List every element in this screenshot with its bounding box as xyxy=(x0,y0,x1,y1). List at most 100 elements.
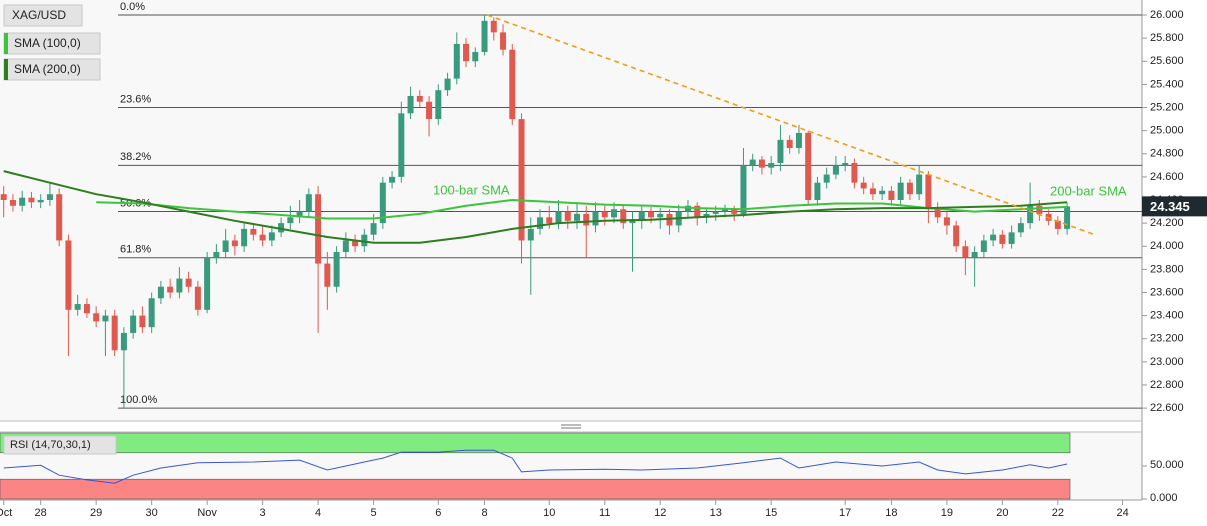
candle-body xyxy=(564,211,571,221)
candle-body xyxy=(120,332,127,351)
rsi-overbought-band xyxy=(0,432,1071,454)
candle-body xyxy=(426,101,433,120)
candle-body xyxy=(786,139,793,148)
candle-body xyxy=(370,223,377,235)
y-tick-label: 24.600 xyxy=(1150,171,1184,183)
candle-body xyxy=(435,90,442,120)
candle-body xyxy=(657,213,664,218)
legend-swatch xyxy=(4,59,8,80)
candle-body xyxy=(647,211,654,218)
candle-body xyxy=(37,200,44,203)
candle-body xyxy=(379,182,386,224)
candle-body xyxy=(740,165,747,214)
candle-body xyxy=(814,182,821,200)
candle-body xyxy=(194,286,201,310)
candle-body xyxy=(721,209,728,212)
candle-body xyxy=(1036,205,1043,214)
sma-line xyxy=(3,170,1068,244)
candle-body xyxy=(925,174,932,210)
candle-body xyxy=(93,313,100,322)
candle-body xyxy=(46,194,53,200)
candle-body xyxy=(65,240,72,310)
y-tick-label: 25.600 xyxy=(1150,55,1184,67)
x-tick-label: 10 xyxy=(543,507,555,519)
candle-body xyxy=(130,315,137,333)
fib-label: 61.8% xyxy=(120,244,151,256)
rsi-legend-box[interactable] xyxy=(3,435,117,455)
candle-body xyxy=(934,209,941,218)
candle-body xyxy=(795,132,802,148)
candle-body xyxy=(999,234,1006,244)
candle-body xyxy=(305,194,312,212)
candle-body xyxy=(629,220,636,224)
candle-body xyxy=(241,228,248,247)
candle-body xyxy=(805,132,812,200)
x-tick-label: Oct xyxy=(0,507,12,519)
candle-body xyxy=(879,190,886,195)
last-price-box xyxy=(1142,196,1207,217)
x-tick-label: 30 xyxy=(146,507,158,519)
candle-body xyxy=(758,159,765,168)
candle-body xyxy=(1064,206,1071,229)
candle-body xyxy=(731,209,738,214)
candle-body xyxy=(620,209,627,224)
candle-body xyxy=(139,315,146,328)
y-tick-label: 26.000 xyxy=(1150,9,1184,21)
fib-label: 100.0% xyxy=(120,394,158,406)
candle-body xyxy=(9,200,16,206)
candle-body xyxy=(980,240,987,253)
symbol-label: XAG/USD xyxy=(12,8,66,22)
candle-body xyxy=(583,213,590,226)
candle-body xyxy=(500,32,507,50)
last-price-label: 24.345 xyxy=(1150,199,1190,214)
candle-body xyxy=(213,252,220,258)
candle-body xyxy=(407,95,414,114)
candle-body xyxy=(148,298,155,328)
x-tick-label: 28 xyxy=(35,507,47,519)
candle-body xyxy=(527,228,534,241)
candle-body xyxy=(1027,205,1034,224)
candle-body xyxy=(463,43,470,62)
candle-body xyxy=(102,315,109,322)
x-tick-label: 20 xyxy=(996,507,1008,519)
x-tick-label: 22 xyxy=(1052,507,1064,519)
candle-body xyxy=(19,197,26,206)
y-tick-label: 23.600 xyxy=(1150,286,1184,298)
fib-label: 38.2% xyxy=(120,151,151,163)
y-tick-label: 25.400 xyxy=(1150,78,1184,90)
candle-body xyxy=(278,223,285,233)
legend-box[interactable] xyxy=(3,4,83,27)
candle-body xyxy=(259,234,266,241)
y-tick-label: 22.800 xyxy=(1150,379,1184,391)
sma-line xyxy=(96,198,1068,220)
candle-body xyxy=(222,240,229,253)
resize-handle[interactable] xyxy=(561,424,581,429)
candle-body xyxy=(953,225,960,247)
candle-body xyxy=(592,211,599,226)
y-tick-label: 24.800 xyxy=(1150,148,1184,160)
x-tick-label: 24 xyxy=(1116,507,1128,519)
fib-label: 0.0% xyxy=(120,1,145,13)
candle-body xyxy=(28,197,35,203)
y-tick-label: 23.000 xyxy=(1150,356,1184,368)
candle-body xyxy=(342,240,349,253)
candle-body xyxy=(638,211,645,221)
y-tick-label: 25.200 xyxy=(1150,101,1184,113)
candle-body xyxy=(481,20,488,53)
candle-body xyxy=(333,252,340,287)
x-tick-label: 19 xyxy=(941,507,953,519)
candle-body xyxy=(0,194,7,200)
x-tick-label: 11 xyxy=(599,507,610,519)
candle-body xyxy=(694,205,701,218)
candle-body xyxy=(231,240,238,247)
y-tick-label: 22.600 xyxy=(1150,402,1184,414)
candle-body xyxy=(315,194,322,264)
legend-label: SMA (200,0) xyxy=(14,62,81,76)
candle-body xyxy=(971,252,978,258)
candle-body xyxy=(324,263,331,287)
y-tick-label: 23.800 xyxy=(1150,263,1184,275)
sma-annotation: 200-bar SMA xyxy=(1050,183,1127,198)
